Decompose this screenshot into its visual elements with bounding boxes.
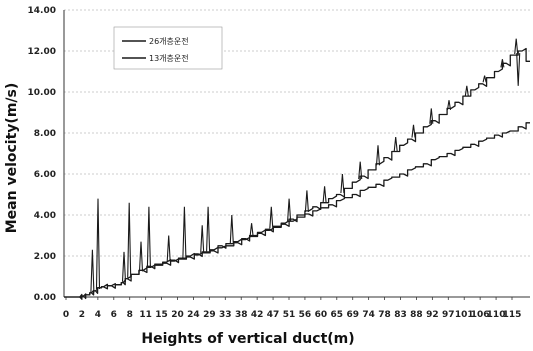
spike-mark (229, 214, 234, 244)
y-tick-label: 10.00 (28, 88, 56, 98)
x-tick-label: 15 (155, 310, 168, 320)
x-tick-labels: 0 2 4 6 8 11 15 20 24 29 33 38 42 47 51 56 60 65 69 74 78 83 8… (63, 310, 522, 320)
x-tick-label: 92 (426, 310, 439, 320)
x-tick-label: 115 (503, 310, 522, 320)
y-tick-label: 12.00 (28, 47, 56, 57)
spike-mark (446, 100, 452, 110)
spike-mark (166, 235, 171, 262)
x-tick-label: 51 (283, 310, 296, 320)
legend-box (113, 26, 223, 70)
x-tick-label: 24 (187, 310, 200, 320)
spike-mark (287, 198, 292, 222)
spike-mark (146, 206, 151, 268)
x-tick-label: 47 (267, 310, 280, 320)
y-axis-title: Mean velocity(m/s) (4, 83, 20, 234)
spike-mark (322, 186, 327, 203)
spike-mark (200, 225, 205, 253)
y-tick-label: 6.00 (34, 170, 56, 180)
x-tick-label: 2 (79, 310, 85, 320)
x-tick-label: 8 (127, 310, 133, 320)
spike-mark (358, 161, 363, 180)
spike-mark (393, 137, 398, 152)
spike-mark (95, 198, 101, 290)
y-tick-label: 0.00 (34, 293, 56, 303)
legend: 26개층운전 13개층운전 (113, 26, 223, 70)
x-tick-label: 69 (346, 310, 359, 320)
spike-mark (500, 59, 505, 68)
spike-mark (516, 53, 521, 86)
spike-mark (375, 145, 381, 166)
x-tick-label: 78 (378, 310, 391, 320)
series-line-2 (64, 122, 530, 300)
y-tick-label: 4.00 (34, 211, 56, 221)
spike-mark (340, 173, 345, 194)
x-tick-label: 29 (203, 310, 216, 320)
spike-mark (206, 206, 211, 252)
spike-mark (121, 251, 127, 282)
x-tick-label: 0 (63, 310, 69, 320)
spike-mark (182, 206, 187, 258)
x-tick-label: 60 (315, 310, 328, 320)
spike-mark (482, 75, 487, 83)
spike-mark (429, 108, 434, 124)
x-axis-title: Heights of vertical duct(m) (141, 331, 354, 347)
x-tick-label: 65 (331, 310, 344, 320)
spike-mark (127, 202, 132, 278)
x-tick-label: 97 (442, 310, 455, 320)
x-tick-label: 20 (171, 310, 184, 320)
x-tick-label: 56 (299, 310, 312, 320)
x-tick-label: 6 (111, 310, 117, 320)
y-tick-label: 2.00 (34, 252, 56, 262)
x-tick-label: 83 (394, 310, 407, 320)
x-tick-label: 11 (139, 310, 152, 320)
y-tick-label: 8.00 (34, 129, 56, 139)
spike-mark (514, 38, 519, 55)
spike-mark (269, 206, 274, 229)
spike-mark (464, 85, 469, 97)
series-lines (64, 38, 530, 300)
legend-label-series-1: 26개층운전 (149, 36, 189, 46)
x-tick-label: 42 (251, 310, 264, 320)
spike-mark (138, 241, 144, 272)
x-tick-label: 4 (95, 310, 101, 320)
legend-label-series-2: 13개층운전 (149, 53, 189, 63)
x-tick-label: 74 (362, 310, 375, 320)
x-tick-label: 88 (410, 310, 423, 320)
spike-mark (411, 124, 416, 138)
spike-mark (90, 249, 95, 293)
x-tick-label: 38 (235, 310, 248, 320)
x-tick-label: 110 (487, 310, 506, 320)
y-tick-label: 14.00 (28, 6, 56, 16)
axes (63, 10, 530, 300)
x-tick-label: 33 (219, 310, 232, 320)
x-tick-label: 106 (471, 310, 490, 320)
spike-mark (304, 190, 309, 212)
x-tick-label: 101 (455, 310, 474, 320)
spike-mark (249, 223, 254, 237)
y-tick-labels: 0.00 2.00 4.00 6.00 8.00 10.00 12.00 14.00 (28, 6, 56, 303)
